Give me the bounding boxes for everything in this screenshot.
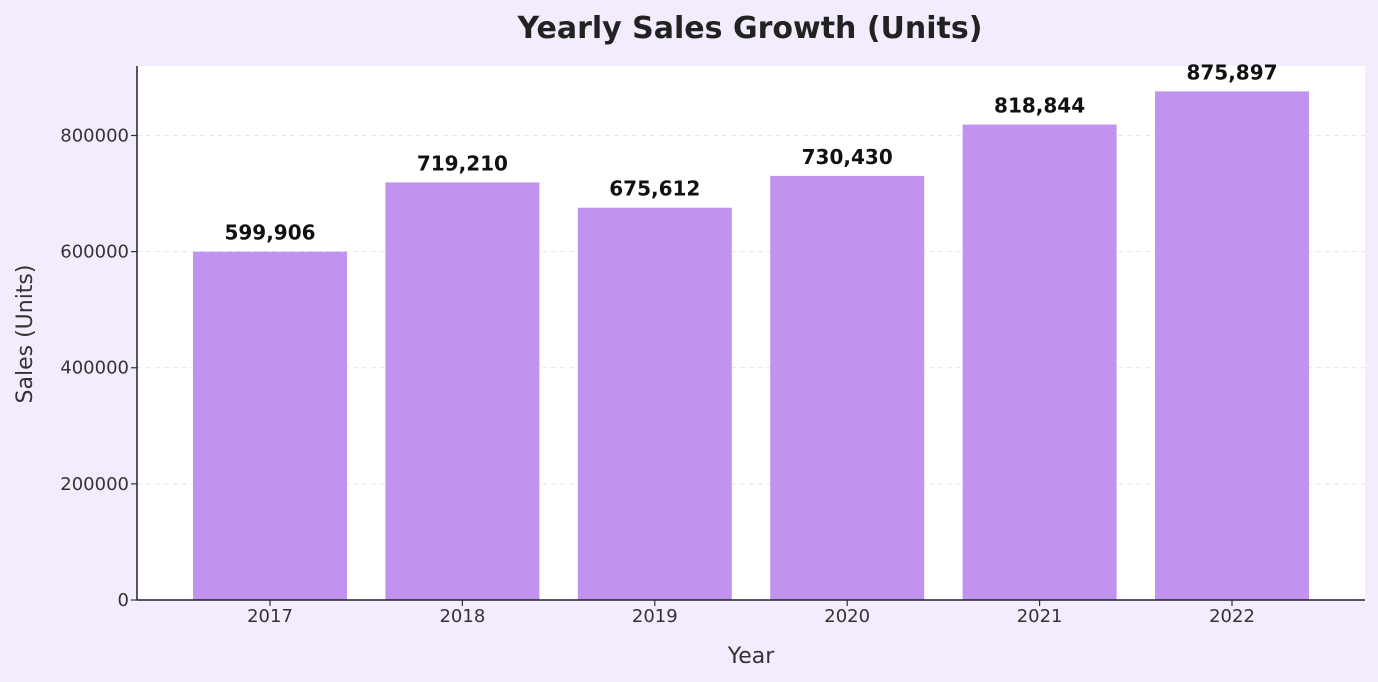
x-axis-ticks: 2017 2018 2019 2020 2021 2022 (247, 600, 1255, 627)
y-tick-label: 200000 (60, 474, 129, 495)
x-axis-label: Year (727, 644, 776, 669)
y-tick-label: 400000 (60, 358, 129, 379)
data-label-2019: 675,612 (609, 177, 700, 201)
x-tick-label-2022: 2022 (1209, 606, 1255, 627)
y-tick-label: 0 (118, 590, 129, 611)
bar-2021 (962, 124, 1117, 600)
bar-2018 (385, 182, 540, 600)
bars (193, 91, 1309, 601)
bar-2019 (577, 207, 732, 600)
bar-2017 (193, 251, 347, 601)
data-label-2018: 719,210 (417, 151, 508, 175)
y-axis-ticks: 0 200000 400000 600000 800000 (60, 125, 137, 611)
chart-title: Yearly Sales Growth (Units) (517, 11, 983, 46)
x-tick-label-2018: 2018 (439, 606, 485, 627)
y-axis-label: Sales (Units) (13, 265, 38, 404)
x-tick-label-2019: 2019 (632, 606, 678, 627)
data-label-2020: 730,430 (802, 145, 893, 169)
y-tick-label: 600000 (60, 242, 129, 263)
bar-2022 (1155, 91, 1309, 601)
data-label-2022: 875,897 (1186, 60, 1277, 84)
x-tick-label-2017: 2017 (247, 606, 293, 627)
y-tick-label: 800000 (60, 125, 129, 146)
data-label-2017: 599,906 (224, 221, 315, 245)
x-tick-label-2021: 2021 (1017, 606, 1063, 627)
data-label-2021: 818,844 (994, 94, 1085, 118)
x-tick-label-2020: 2020 (824, 606, 870, 627)
data-labels: 599,906 719,210 675,612 730,430 818,844 875,8… (224, 60, 1277, 244)
bar-2020 (770, 175, 925, 600)
grid-lines (137, 134, 1365, 485)
